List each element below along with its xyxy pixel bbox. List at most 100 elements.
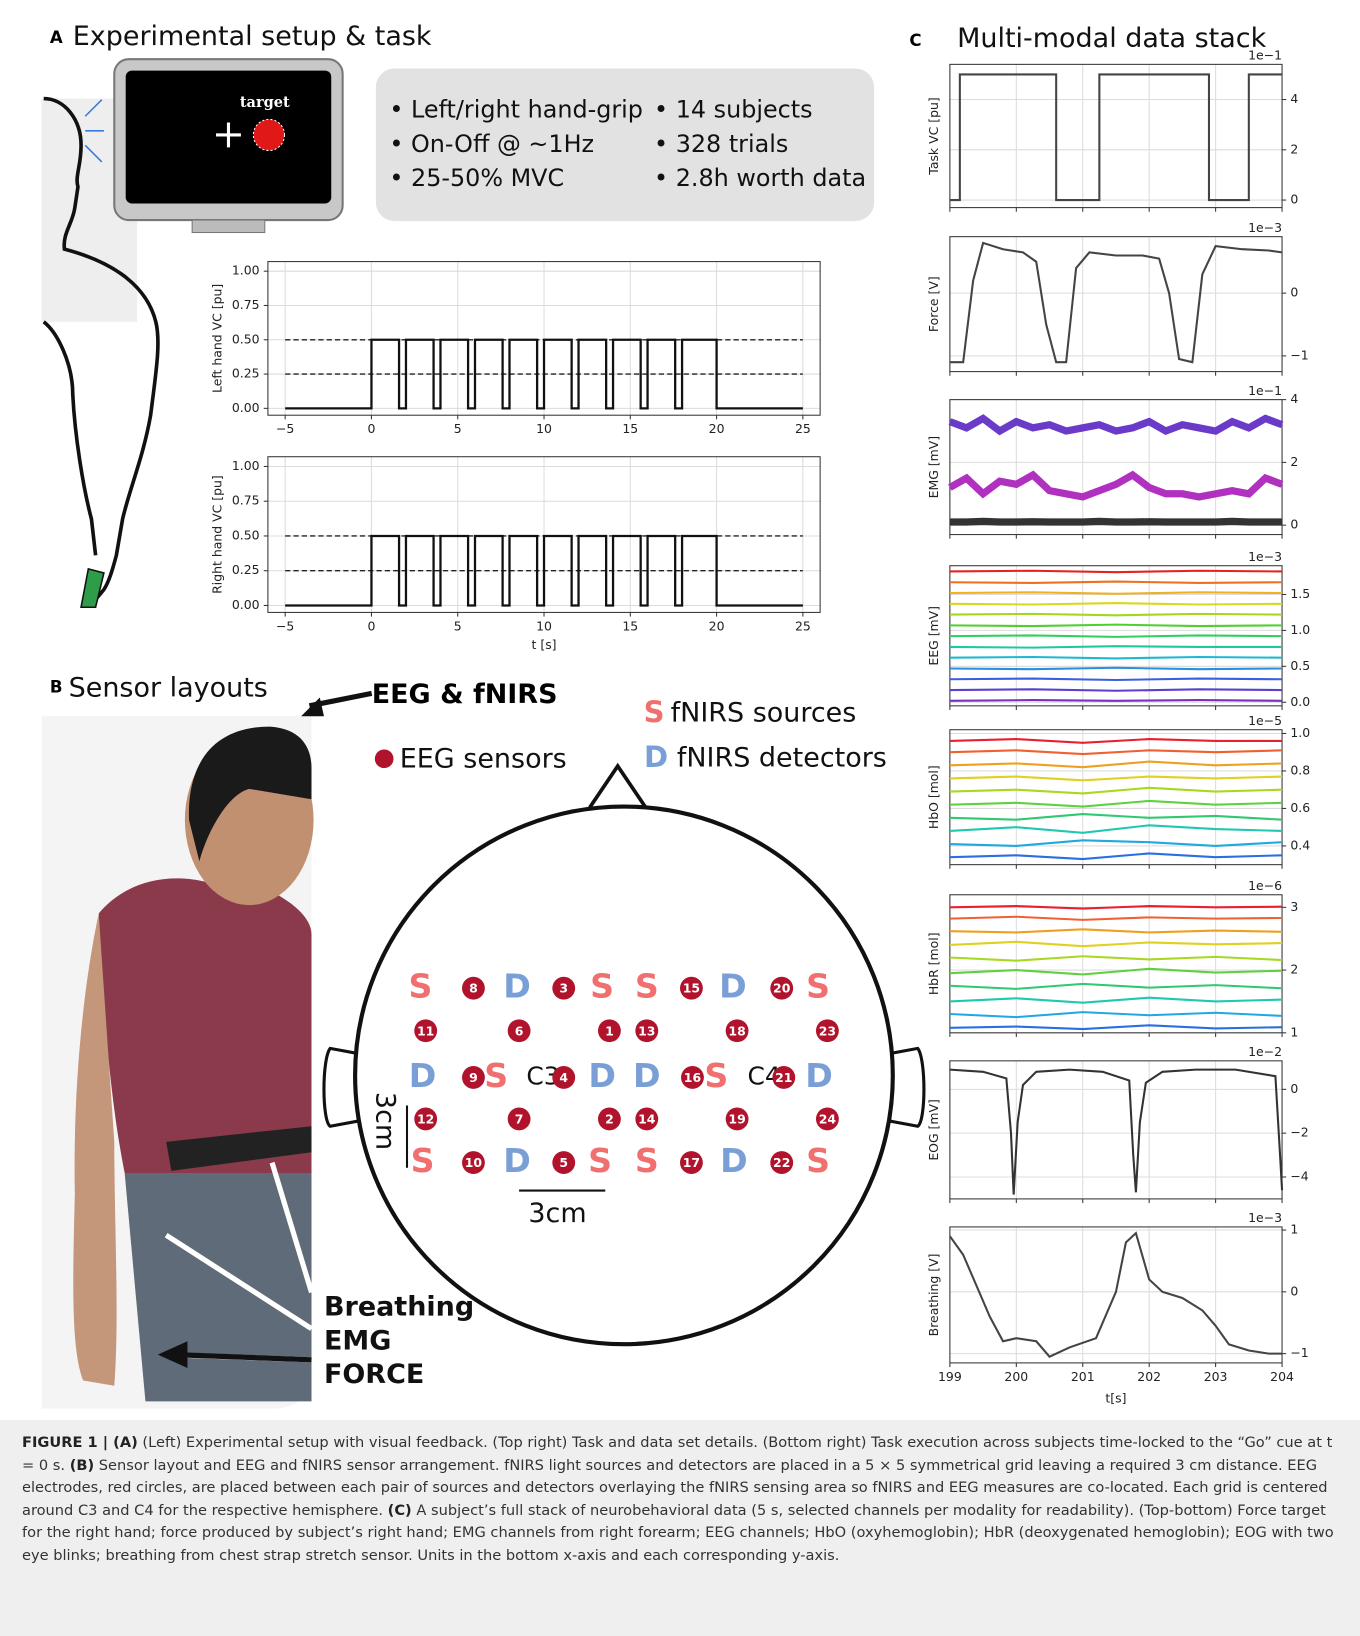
y-tick-label: 0 [1290, 1283, 1298, 1298]
eeg-sensor-label: 5 [559, 1155, 568, 1170]
y-tick-label: 0 [1290, 285, 1298, 300]
x-tick-label: 15 [622, 618, 638, 633]
y-tick-label: 0.8 [1290, 762, 1310, 777]
bullet: • 328 trials [654, 130, 788, 158]
y-tick-label: 0.5 [1290, 658, 1310, 673]
eeg-sensor-label: 13 [638, 1023, 655, 1038]
scale-label: 3cm [370, 1092, 401, 1150]
x-tick-label: 25 [795, 618, 811, 633]
offset-text: 1e−1 [1248, 48, 1282, 63]
y-axis-label: EEG [mV] [926, 606, 941, 666]
eeg-sensor-label: 3 [559, 981, 568, 996]
arrowhead [301, 698, 324, 717]
bullet: • On-Off @ ~1Hz [389, 130, 594, 158]
y-tick-label: 0.25 [232, 562, 260, 577]
eeg-sensor-label: 1 [605, 1023, 614, 1038]
x-tick-label: 25 [795, 421, 811, 436]
eeg-sensor-label: 17 [683, 1155, 700, 1170]
fnirs-source: S [590, 967, 614, 1006]
fnirs-source: S [635, 967, 659, 1006]
y-tick-label: 0.6 [1290, 800, 1310, 815]
y-tick-label: 2 [1290, 962, 1298, 977]
y-axis-label: Task VC [pu] [926, 97, 941, 175]
eeg-sensor-label: 15 [683, 981, 700, 996]
fnirs-source: S [806, 1141, 830, 1180]
y-tick-label: −4 [1290, 1168, 1308, 1183]
eeg-sensor-label: 19 [728, 1112, 745, 1127]
y-tick-label: 2 [1290, 141, 1298, 156]
y-tick-label: 0.0 [1290, 694, 1310, 709]
y-axis-label: EMG [mV] [926, 436, 941, 499]
y-tick-label: 0.50 [232, 331, 260, 346]
body-label: EMG [324, 1326, 391, 1357]
target-dot [253, 119, 284, 150]
body-label: FORCE [324, 1359, 424, 1390]
y-tick-label: 0 [1290, 192, 1298, 207]
offset-text: 1e−3 [1248, 220, 1282, 235]
nose [590, 766, 646, 808]
offset-text: 1e−6 [1248, 878, 1282, 893]
body-label: Breathing [324, 1291, 474, 1322]
x-tick-label: 5 [454, 618, 462, 633]
eeg-sensor-label: 20 [773, 981, 791, 996]
fnirs-detector: D [633, 1056, 661, 1095]
caption-text: FIGURE 1 | (A) [22, 1434, 138, 1451]
eeg-sensor-label: 6 [515, 1023, 524, 1038]
y-tick-label: −1 [1290, 347, 1308, 362]
panel-title: Sensor layouts [69, 673, 268, 704]
eeg-sensor-label: 24 [819, 1112, 837, 1127]
offset-text: 1e−2 [1248, 1044, 1282, 1059]
grip-sensor [81, 569, 104, 607]
legend-eeg-dot [375, 749, 394, 768]
x-tick-label: 20 [709, 421, 725, 436]
panel-label: A [50, 28, 63, 47]
y-tick-label: 0.50 [232, 527, 260, 542]
x-tick-label: 200 [1004, 1369, 1028, 1384]
y-axis-label: Left hand VC [pu] [210, 284, 225, 393]
figure: target A Experimental setup & task B Sen… [0, 0, 1360, 1420]
x-tick-label: 0 [367, 618, 375, 633]
y-tick-label: 3 [1290, 899, 1298, 914]
eeg-sensor-label: 4 [559, 1070, 568, 1085]
y-tick-label: 2 [1290, 454, 1298, 469]
monitor-stand [192, 220, 265, 232]
fnirs-detector: D [588, 1056, 616, 1095]
monitor-text: target [240, 94, 290, 111]
fnirs-detector: D [719, 967, 747, 1006]
fnirs-detector: D [805, 1056, 833, 1095]
y-axis-label: HbO [mol] [926, 765, 941, 829]
offset-text: 1e−5 [1248, 713, 1282, 728]
caption-text: (B) [70, 1457, 94, 1474]
eeg-sensor-label: 16 [684, 1070, 701, 1085]
y-tick-label: 4 [1290, 391, 1298, 406]
plot-area [950, 64, 1282, 207]
x-axis-label: t[s] [1105, 1391, 1126, 1406]
eeg-sensor-label: 2 [605, 1112, 614, 1127]
y-tick-label: 0.00 [232, 400, 260, 415]
y-axis-label: HbR [mol] [926, 932, 941, 995]
plot-area [950, 237, 1282, 372]
x-tick-label: 199 [938, 1369, 962, 1384]
eeg-sensor-label: 23 [819, 1023, 836, 1038]
y-tick-label: 0.75 [232, 493, 260, 508]
y-tick-label: 1.0 [1290, 622, 1310, 637]
y-tick-label: −1 [1290, 1345, 1308, 1360]
eeg-sensor-label: 8 [469, 981, 478, 996]
legend-eeg: EEG sensors [400, 743, 567, 774]
y-tick-label: 1 [1290, 1024, 1298, 1039]
legend-detector-symbol: D [644, 740, 668, 774]
panel-label: C [909, 31, 921, 50]
callout: EEG & fNIRS [372, 679, 558, 710]
y-tick-label: 1.5 [1290, 586, 1310, 601]
legend-source-symbol: S [644, 695, 665, 729]
bullet: • Left/right hand-grip [389, 96, 643, 124]
fnirs-source: S [635, 1141, 659, 1180]
x-tick-label: 204 [1270, 1369, 1294, 1384]
fnirs-detector: D [503, 967, 531, 1006]
eeg-sensor-label: 7 [515, 1112, 524, 1127]
eeg-sensor-label: 12 [417, 1112, 434, 1127]
offset-text: 1e−3 [1248, 1210, 1282, 1225]
caption-text: (C) [388, 1502, 412, 1519]
y-tick-label: 4 [1290, 91, 1298, 106]
x-tick-label: 10 [536, 421, 552, 436]
